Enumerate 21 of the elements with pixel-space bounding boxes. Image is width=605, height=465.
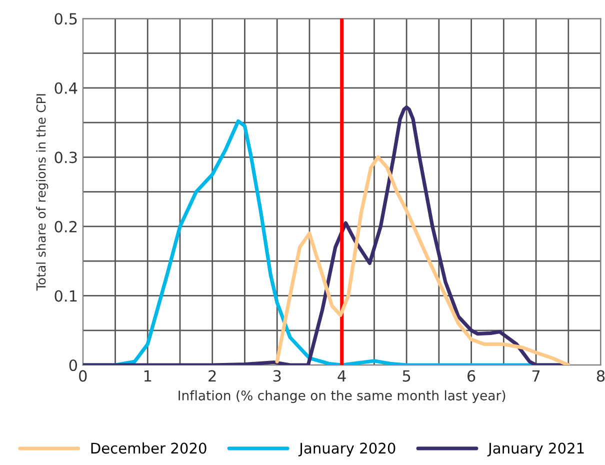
x-tick-label: 4 — [338, 370, 346, 382]
x-tick-label: 1 — [144, 370, 152, 382]
x-axis-title: Inflation (% change on the same month last year) — [178, 390, 506, 403]
x-tick-label: 8 — [596, 370, 605, 382]
y-tick-label: 0.3 — [54, 152, 77, 164]
x-tick-label: 7 — [532, 370, 540, 382]
y-tick-label: 0.5 — [54, 13, 77, 25]
x-tick-label: 6 — [468, 370, 476, 382]
x-tick-label: 5 — [402, 370, 410, 382]
y-tick-label: 0.2 — [54, 220, 76, 232]
y-tick-label: 0 — [69, 359, 78, 372]
y-tick-label: 0.1 — [54, 290, 77, 302]
x-tick-label: 3 — [273, 370, 281, 382]
legend-label: January 2020 — [298, 442, 396, 457]
legend-label: January 2021 — [487, 442, 584, 457]
x-tick-label: 0 — [79, 370, 87, 382]
y-tick-label: 0.4 — [54, 82, 78, 94]
line-series — [275, 155, 570, 366]
legend-label: December 2020 — [91, 442, 206, 454]
x-tick-label: 2 — [208, 370, 216, 382]
y-axis-title: Total share of regions in the CPI — [36, 94, 48, 291]
